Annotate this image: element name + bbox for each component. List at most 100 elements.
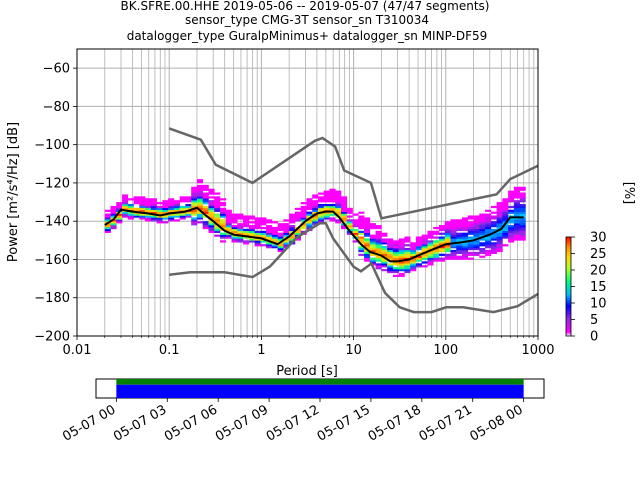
psd-cell	[404, 265, 411, 268]
psd-cell	[208, 223, 215, 226]
psd-cell	[179, 217, 186, 220]
psd-cell	[214, 219, 221, 222]
psd-cell	[462, 225, 469, 228]
psd-cell	[168, 200, 175, 203]
psd-cell	[294, 228, 301, 232]
psd-cell	[237, 226, 244, 230]
psd-cell	[485, 251, 492, 255]
psd-cell	[191, 221, 198, 224]
psd-cell	[254, 244, 261, 247]
psd-cell	[519, 226, 526, 230]
psd-cell	[329, 196, 336, 199]
psd-cell	[456, 249, 463, 253]
psd-cell	[312, 207, 319, 211]
psd-cell	[364, 244, 371, 247]
psd-cell	[289, 234, 296, 237]
psd-cell	[410, 251, 417, 255]
psd-cell	[358, 226, 365, 230]
y-tick-label: −100	[34, 138, 70, 153]
psd-cell	[139, 207, 146, 211]
psd-cell	[479, 223, 486, 226]
psd-cell	[513, 190, 520, 193]
psd-cell	[444, 240, 451, 243]
psd-cell	[317, 207, 325, 211]
psd-cell	[502, 209, 509, 212]
psd-cell	[387, 267, 394, 270]
psd-cell	[185, 215, 192, 218]
psd-cell	[104, 215, 111, 218]
psd-cell	[196, 194, 204, 197]
psd-cell	[398, 261, 405, 264]
psd-cell	[513, 211, 520, 214]
psd-cell	[225, 217, 232, 220]
psd-cell	[214, 215, 221, 218]
psd-cell	[462, 232, 469, 235]
psd-cell	[358, 236, 365, 239]
psd-cell	[254, 217, 261, 220]
psd-cell	[467, 226, 474, 230]
psd-cell	[508, 217, 515, 220]
psd-cell	[243, 232, 250, 235]
psd-cell	[513, 236, 520, 239]
psd-cell	[496, 221, 503, 224]
psd-cell	[358, 221, 365, 224]
psd-cell	[139, 198, 146, 201]
psd-cell	[462, 247, 469, 251]
psd-cell	[473, 225, 480, 228]
psd-cell	[427, 257, 434, 260]
psd-cell	[433, 232, 440, 235]
psd-cell	[254, 240, 261, 243]
psd-cell	[104, 219, 111, 222]
psd-cell	[502, 217, 509, 220]
psd-cell	[427, 230, 434, 233]
psd-cell	[191, 202, 198, 205]
psd-cell	[323, 207, 330, 211]
psd-cell	[317, 200, 325, 203]
psd-cell	[312, 200, 319, 203]
colorbar-tick-label: 0	[590, 330, 598, 345]
psd-cell	[513, 192, 520, 195]
psd-cell	[485, 240, 492, 243]
psd-cell	[444, 246, 451, 249]
psd-cell	[456, 246, 463, 249]
psd-cell	[145, 217, 152, 220]
psd-cell	[225, 225, 232, 228]
psd-cell	[150, 207, 157, 211]
mode-curve	[104, 206, 524, 263]
psd-cell	[387, 238, 394, 241]
psd-cell	[462, 228, 469, 232]
psd-cell	[283, 242, 290, 245]
x-tick-label: 0.01	[63, 343, 92, 358]
psd-cell	[508, 190, 515, 193]
psd-cell	[369, 234, 376, 237]
psd-cell	[341, 217, 348, 220]
psd-cell	[398, 240, 405, 243]
psd-cell	[122, 205, 129, 209]
psd-cell	[116, 205, 123, 209]
coverage-tick-label: 05-07 15	[315, 402, 373, 444]
psd-cell	[485, 213, 492, 216]
colorbar-tick-label: 25	[590, 247, 607, 262]
psd-cell	[196, 179, 204, 182]
psd-cell	[145, 205, 152, 209]
psd-cell	[508, 196, 515, 199]
psd-cell	[381, 259, 388, 262]
psd-cell	[289, 221, 296, 224]
psd-cell	[444, 249, 451, 253]
psd-cell	[387, 247, 394, 251]
psd-cell	[156, 219, 163, 222]
psd-cell	[323, 205, 330, 209]
psd-cell	[294, 230, 301, 233]
psd-cell	[450, 257, 457, 260]
psd-cell	[191, 198, 198, 201]
psd-cell	[473, 253, 480, 256]
psd-cell	[294, 219, 301, 222]
psd-cell	[473, 228, 480, 232]
psd-cell	[519, 223, 526, 226]
psd-cell	[306, 205, 313, 209]
psd-cell	[145, 215, 152, 218]
psd-cell	[410, 246, 417, 249]
psd-cell	[294, 238, 301, 241]
psd-cell	[508, 228, 515, 232]
psd-cell	[410, 247, 417, 251]
